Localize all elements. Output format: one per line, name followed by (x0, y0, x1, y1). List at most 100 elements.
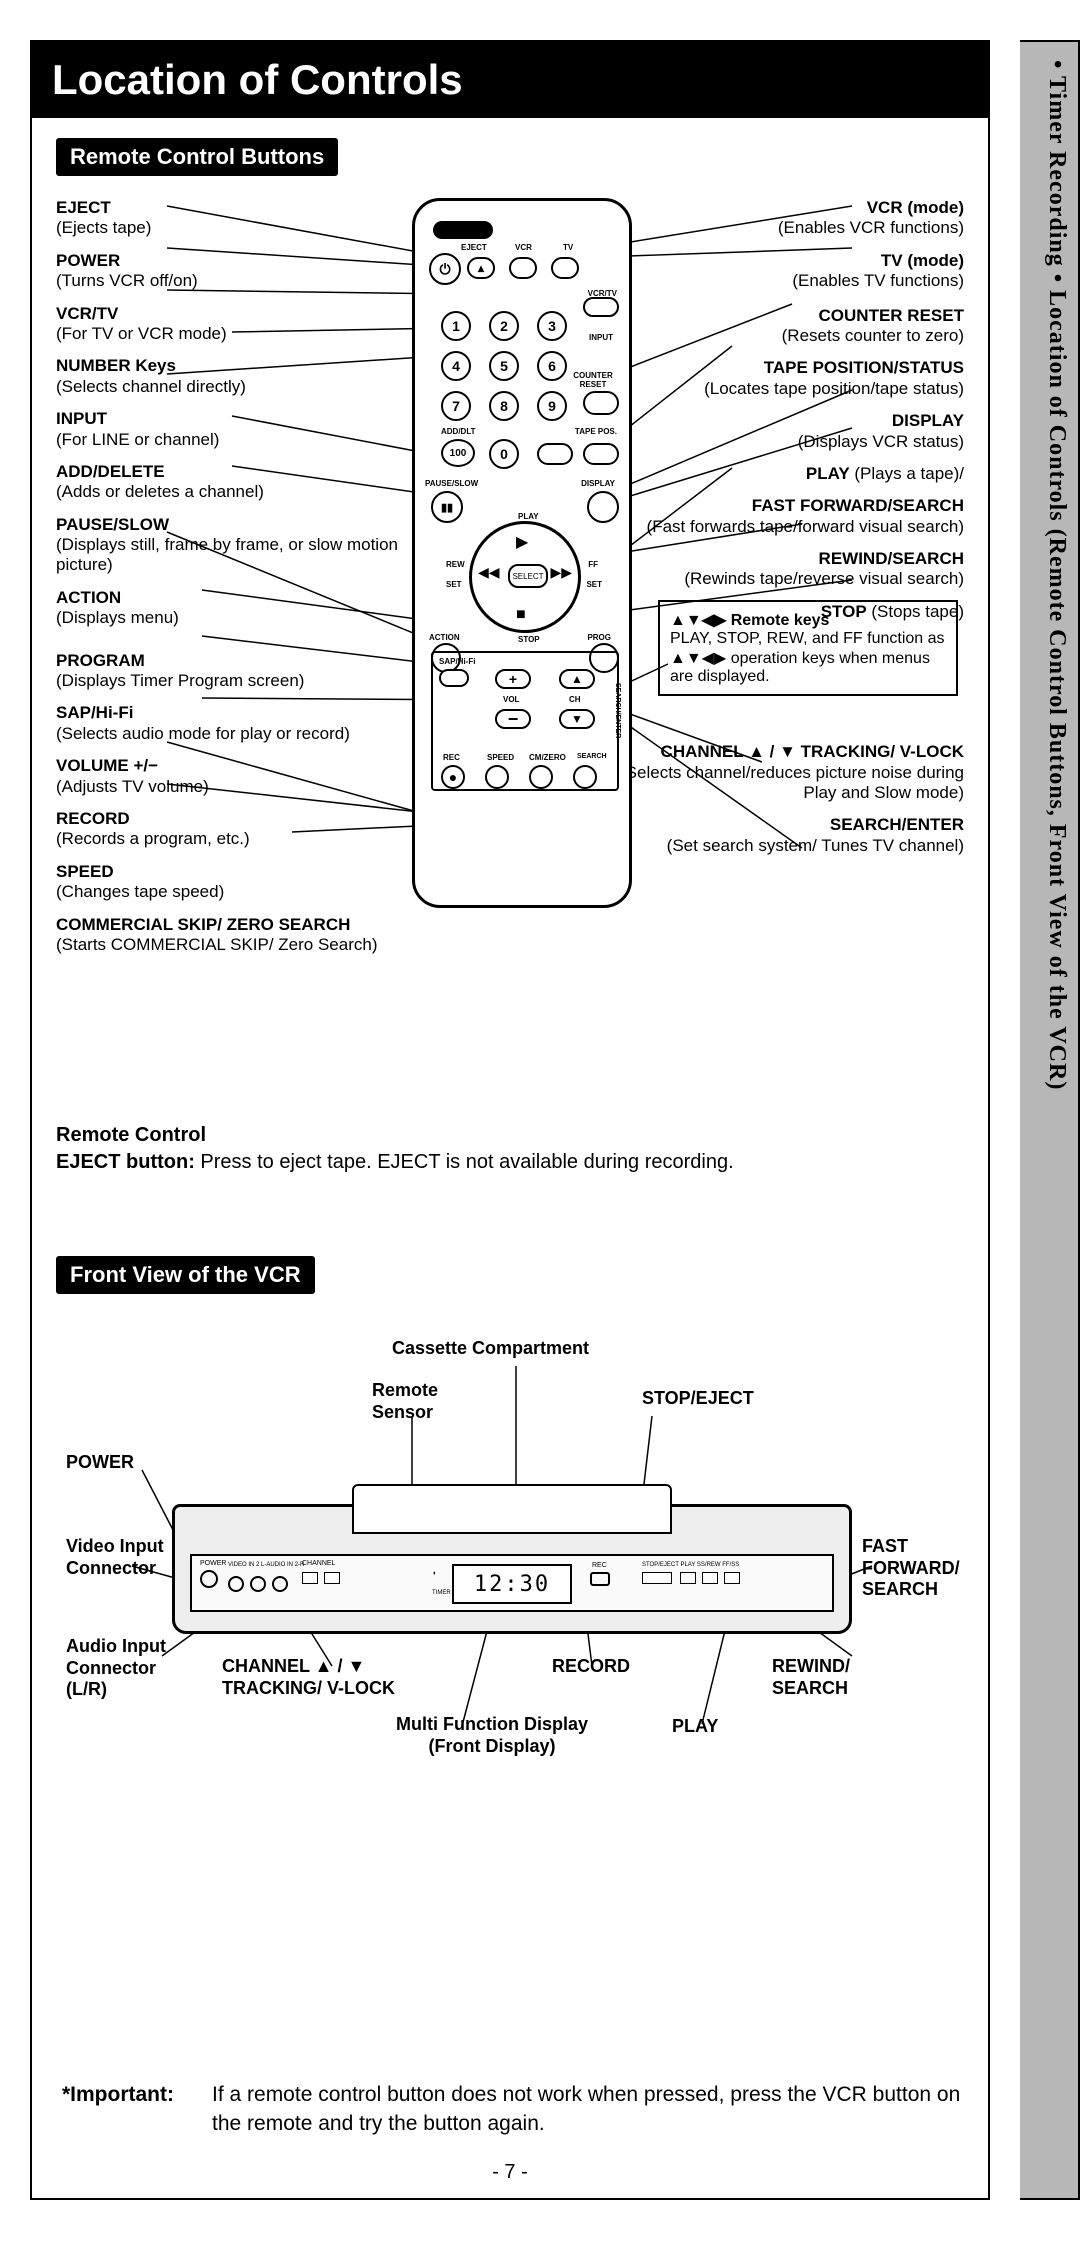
lbl-mfd2: (Front Display) (428, 1736, 555, 1756)
label-title: TAPE POSITION/STATUS (764, 358, 964, 377)
label-desc: (Starts COMMERCIAL SKIP/ Zero Search) (56, 935, 378, 954)
remote-right-label: FAST FORWARD/SEARCH (Fast forwards tape/… (614, 496, 964, 537)
btn-0[interactable]: 0 (489, 439, 519, 469)
lbl-search-enter: SEARCH/ENTER (614, 683, 621, 738)
label-title: ADD/DELETE (56, 462, 165, 481)
vcr-btn-rec[interactable] (590, 1572, 610, 1586)
lbl-counterreset: COUNTER RESET (563, 371, 623, 389)
btn-rec[interactable]: ● (441, 765, 465, 789)
dpad-right[interactable]: ▶▶ (550, 564, 572, 581)
note-d: Press to eject tape. EJECT is not availa… (195, 1151, 734, 1173)
lbl-cmzero: CM/ZERO (529, 753, 566, 762)
lbl-search: SEARCH (577, 753, 607, 760)
vcr-btn-play[interactable] (680, 1572, 696, 1584)
section-remote-buttons: Remote Control Buttons (56, 138, 338, 176)
btn-5[interactable]: 5 (489, 351, 519, 381)
btn-tv[interactable] (551, 257, 579, 279)
remote-right-label: PLAY (Plays a tape)/ (614, 464, 964, 484)
label-title: COMMERCIAL SKIP/ ZERO SEARCH (56, 915, 350, 934)
btn-3[interactable]: 3 (537, 311, 567, 341)
btn-chup[interactable]: ▲ (559, 669, 595, 689)
vcr-btn-power[interactable] (200, 1570, 218, 1588)
remote-right-label: TAPE POSITION/STATUS (Locates tape posit… (614, 358, 964, 399)
tiny-timer: TIMER (432, 1590, 451, 1596)
lbl-play: PLAY (672, 1716, 718, 1738)
remote-keys-note: ▲▼◀▶ Remote keys PLAY, STOP, REW, and FF… (658, 600, 958, 708)
btn-4[interactable]: 4 (441, 351, 471, 381)
vcr-diagram-area: Cassette Compartment Remote Sensor STOP/… (32, 1306, 988, 1946)
vcr-display: 12:30 (452, 1564, 572, 1604)
label-desc: (Adds or deletes a channel) (56, 482, 264, 501)
remote-right-label: VCR (mode) (Enables VCR functions) (614, 198, 964, 239)
btn-search[interactable] (573, 765, 597, 789)
btn-counterreset[interactable] (583, 391, 619, 415)
label-desc: (Locates tape position/tape status) (704, 379, 964, 398)
btn-speed[interactable] (485, 765, 509, 789)
btn-7[interactable]: 7 (441, 391, 471, 421)
btn-1[interactable]: 1 (441, 311, 471, 341)
label-title: PROGRAM (56, 651, 145, 670)
vcr-btn-chdn[interactable] (302, 1572, 318, 1584)
lbl-rew: REW (446, 560, 465, 569)
label-title: DISPLAY (892, 411, 964, 430)
vcr-btn-ff[interactable] (724, 1572, 740, 1584)
important-note: *Important: If a remote control button d… (62, 2081, 962, 2138)
vcr-audio-l[interactable] (250, 1576, 266, 1592)
lbl-pauseslow: PAUSE/SLOW (425, 479, 478, 488)
dpad-up[interactable]: ▶ (516, 532, 528, 552)
label-desc: (Displays menu) (56, 608, 179, 627)
important-h: *Important: (62, 2081, 212, 2138)
label-desc: (Resets counter to zero) (782, 326, 964, 345)
dpad-down[interactable]: ■ (516, 606, 526, 624)
tiny-rec: REC (592, 1562, 607, 1569)
vcr-btn-stopeject[interactable] (642, 1572, 672, 1584)
lbl-ff: FF (588, 560, 598, 569)
vcr-audio-r[interactable] (272, 1576, 288, 1592)
btn-display[interactable] (587, 491, 619, 523)
lbl-speed: SPEED (487, 753, 514, 762)
label-desc: (Selects channel/reduces picture noise d… (620, 763, 964, 802)
vcr-illustration: POWER VIDEO IN 2 L-AUDIO IN 2-R CHANNEL … (172, 1486, 852, 1646)
lbl-rec: REC (443, 753, 460, 762)
label-desc: (Set search system/ Tunes TV channel) (667, 836, 964, 855)
btn-vcr[interactable] (509, 257, 537, 279)
btn-9[interactable]: 9 (537, 391, 567, 421)
tiny-trans: STOP/EJECT PLAY SS/REW FF/SS (642, 1562, 739, 1568)
btn-select[interactable]: SELECT (508, 564, 548, 588)
btn-volup[interactable]: + (495, 669, 531, 689)
btn-eject[interactable]: ▴ (467, 257, 495, 279)
vcr-btn-chup[interactable] (324, 1572, 340, 1584)
btn-vcrtv[interactable] (583, 297, 619, 317)
btn-pause[interactable]: ▮▮ (431, 491, 463, 523)
btn-8[interactable]: 8 (489, 391, 519, 421)
dpad-left[interactable]: ◀◀ (478, 564, 500, 581)
btn-100[interactable]: 100 (441, 439, 475, 467)
label-desc: (Fast forwards tape/forward visual searc… (647, 517, 964, 536)
btn-chdn[interactable]: ▼ (559, 709, 595, 729)
lbl-rewind: REWIND/ SEARCH (772, 1656, 882, 1699)
label-desc: (Turns VCR off/on) (56, 271, 198, 290)
label-title: SPEED (56, 862, 114, 881)
lbl-stop: STOP (518, 635, 540, 644)
btn-2[interactable]: 2 (489, 311, 519, 341)
remote-labels-right: VCR (mode) (Enables VCR functions)TV (mo… (614, 198, 964, 868)
btn-tapepos[interactable] (583, 443, 619, 465)
vcr-btn-rew[interactable] (702, 1572, 718, 1584)
label-desc: (Displays still, frame by frame, or slow… (56, 535, 398, 574)
lbl-eject: EJECT (461, 243, 487, 252)
label-desc: (Records a program, etc.) (56, 829, 250, 848)
btn-voldn[interactable]: − (495, 709, 531, 729)
page-title: Location of Controls (32, 42, 988, 118)
remote-left-label: ACTION(Displays menu) (56, 588, 406, 629)
btn-power[interactable]: ⏻ (429, 253, 461, 285)
label-title: SAP/Hi-Fi (56, 703, 133, 722)
remote-left-label: SPEED(Changes tape speed) (56, 862, 406, 903)
btn-adddlt[interactable] (537, 443, 573, 465)
btn-cmzero[interactable] (529, 765, 553, 789)
btn-sap[interactable] (439, 669, 469, 687)
label-desc: (Adjusts TV volume) (56, 777, 209, 796)
lbl-vcr-power: POWER (66, 1452, 134, 1474)
lbl-ch: CH (569, 695, 581, 704)
vcr-video-jack[interactable] (228, 1576, 244, 1592)
label-title: PAUSE/SLOW (56, 515, 169, 534)
